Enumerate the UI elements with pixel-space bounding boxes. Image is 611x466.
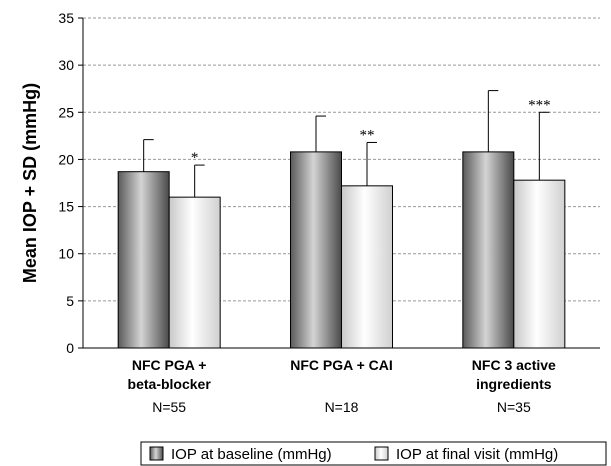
- legend-label: IOP at final visit (mmHg): [396, 446, 558, 463]
- bar-final-0: [168, 196, 221, 349]
- category-label: NFC PGA + CAI: [290, 357, 393, 373]
- category-label: ingredients: [476, 376, 552, 392]
- bar-baseline-0: [117, 171, 170, 349]
- category-label: NFC PGA +: [132, 357, 207, 373]
- legend: IOP at baseline (mmHg) IOP at final visit…: [140, 441, 607, 466]
- bar-baseline-1: [290, 151, 342, 349]
- y-tick-label: 5: [66, 293, 74, 309]
- y-tick-label: 10: [58, 246, 74, 262]
- y-tick-label: 30: [58, 57, 74, 73]
- significance-marker: ***: [528, 97, 551, 113]
- bars: [117, 90, 566, 349]
- axes: [78, 17, 600, 349]
- legend-box: [140, 441, 607, 466]
- category-label: NFC 3 active: [472, 357, 556, 373]
- category-label: beta-blocker: [128, 376, 212, 392]
- y-tick-label: 35: [58, 10, 74, 26]
- bar-final-2: [513, 179, 566, 349]
- legend-swatch: [374, 446, 389, 461]
- y-tick-label: 0: [66, 340, 74, 356]
- sample-size-label: N=55: [152, 399, 186, 415]
- y-axis-title: Mean IOP + SD (mmHg): [20, 83, 40, 283]
- legend-swatch: [149, 446, 164, 461]
- sample-size-label: N=18: [325, 399, 359, 415]
- y-tick-label: 15: [58, 199, 74, 215]
- bar-final-1: [341, 185, 393, 349]
- legend-label: IOP at baseline (mmHg): [171, 446, 332, 463]
- significance-marker: *: [191, 150, 199, 166]
- labels: 0 5 10 15 20 25 30 35 Mean IOP + SD (mmHg) * NFC P…: [20, 10, 556, 415]
- y-tick-label: 20: [58, 151, 74, 167]
- significance-marker: **: [360, 127, 375, 143]
- y-tick-label: 25: [58, 104, 74, 120]
- sample-size-label: N=35: [497, 399, 531, 415]
- bar-baseline-2: [462, 151, 515, 349]
